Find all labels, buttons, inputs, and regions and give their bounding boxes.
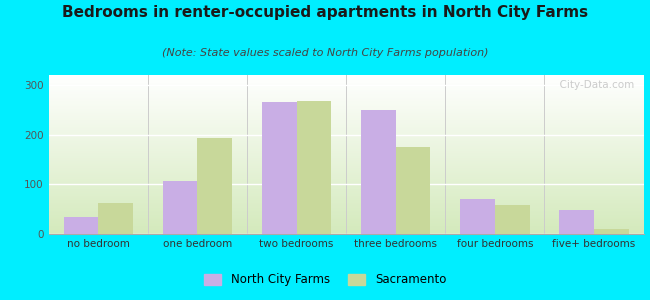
Bar bbox=[460, 199, 495, 234]
Bar bbox=[296, 101, 332, 234]
Text: Bedrooms in renter-occupied apartments in North City Farms: Bedrooms in renter-occupied apartments i… bbox=[62, 4, 588, 20]
Text: (Note: State values scaled to North City Farms population): (Note: State values scaled to North City… bbox=[162, 48, 488, 58]
Bar bbox=[495, 205, 530, 234]
Bar bbox=[262, 102, 296, 234]
Bar bbox=[396, 147, 430, 234]
Bar bbox=[64, 217, 98, 234]
Text: City-Data.com: City-Data.com bbox=[553, 80, 634, 90]
Bar bbox=[198, 138, 232, 234]
Bar bbox=[98, 203, 133, 234]
Bar bbox=[559, 210, 594, 234]
Legend: North City Farms, Sacramento: North City Farms, Sacramento bbox=[199, 269, 451, 291]
Bar bbox=[594, 229, 629, 234]
Bar bbox=[162, 181, 198, 234]
Bar bbox=[361, 110, 396, 234]
